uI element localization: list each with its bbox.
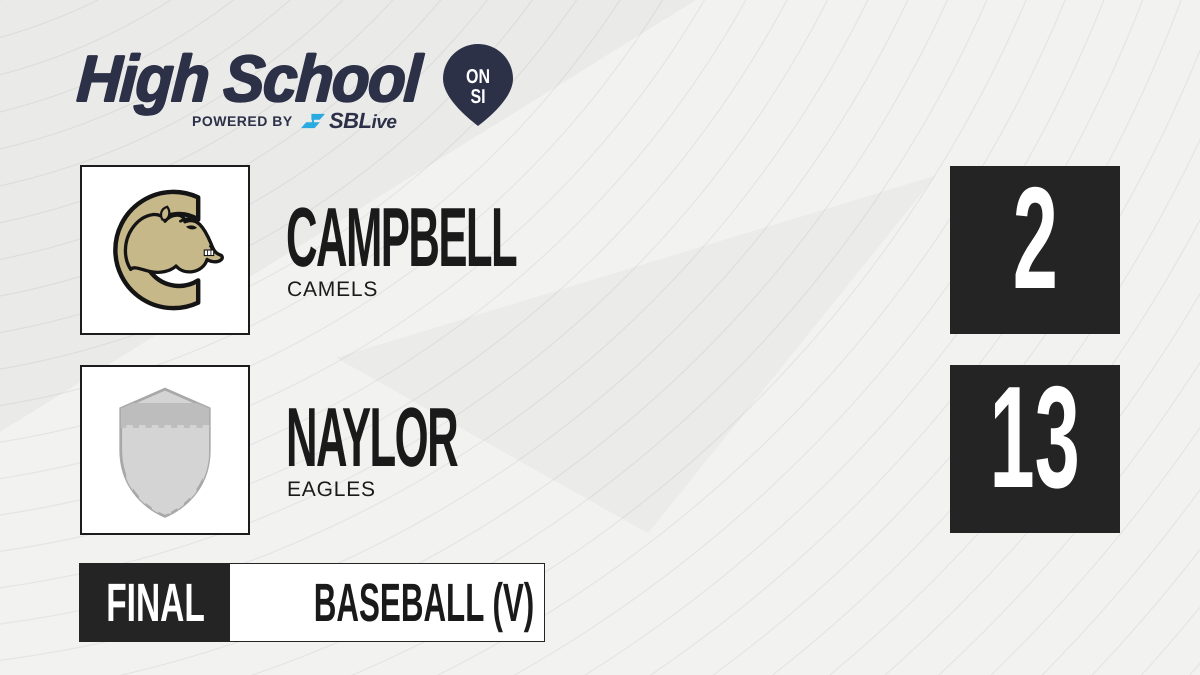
svg-text:SBLive: SBLive — [329, 110, 397, 132]
svg-text:ON: ON — [466, 66, 490, 88]
svg-text:SI: SI — [470, 86, 485, 108]
